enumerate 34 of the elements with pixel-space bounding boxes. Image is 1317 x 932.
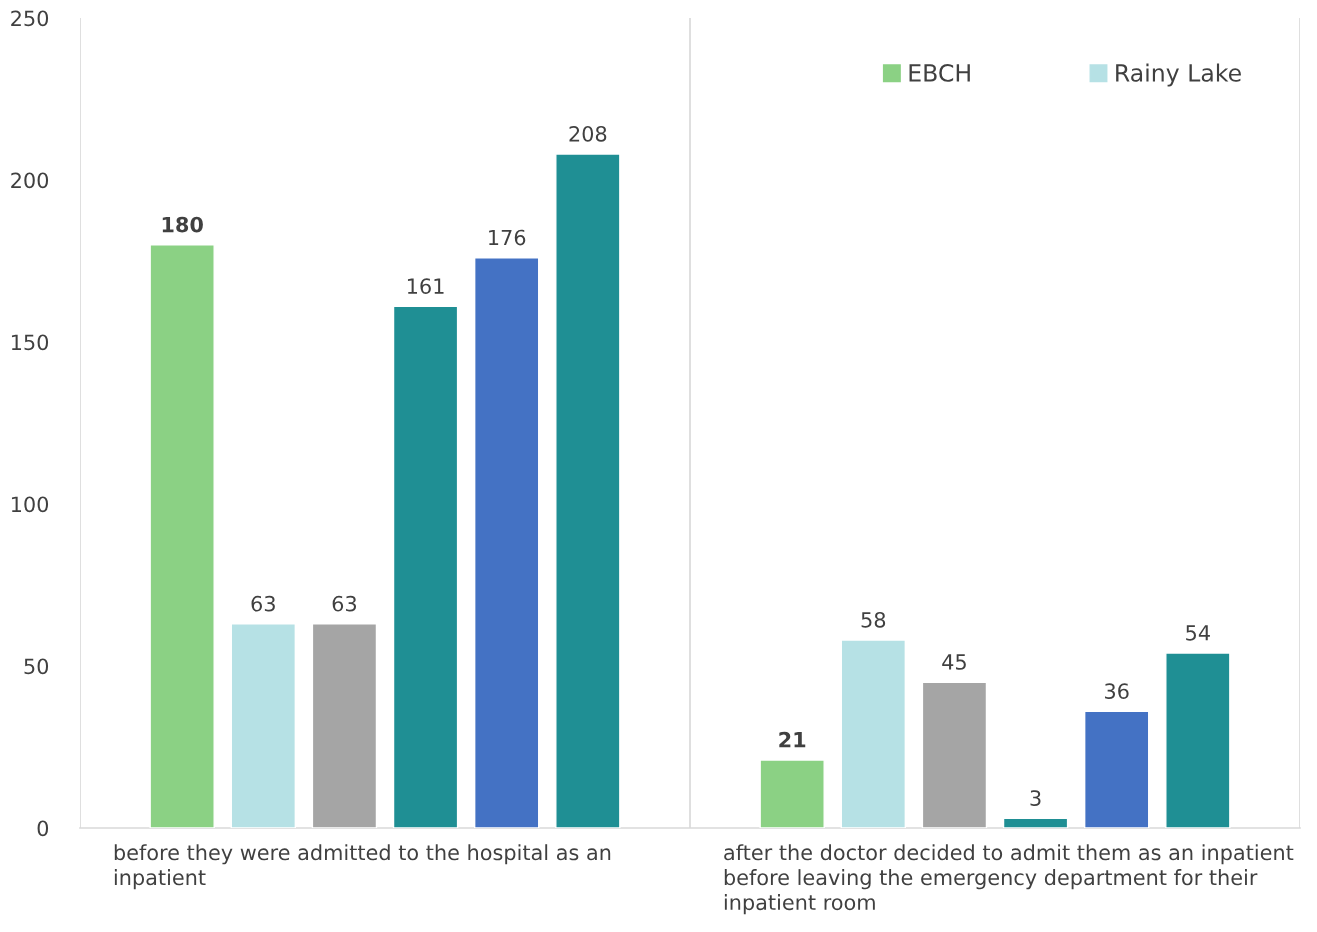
bar <box>230 623 297 828</box>
data-label: 161 <box>407 278 444 294</box>
legend-label: Rainy Lake <box>1116 63 1241 87</box>
bar <box>311 623 378 828</box>
y-tick-label: 0 <box>37 820 49 837</box>
y-tick-label: 50 <box>24 658 49 675</box>
data-label: 63 <box>332 595 357 612</box>
data-label: 208 <box>569 125 607 142</box>
y-tick-label: 100 <box>11 496 49 513</box>
data-label: 3 <box>1030 790 1041 806</box>
data-label: 180 <box>162 216 203 233</box>
data-label: 45 <box>942 654 966 670</box>
data-label: 58 <box>861 611 886 628</box>
bar <box>1165 652 1231 828</box>
bar <box>555 153 621 828</box>
x-tick-label: before they were admitted to the hospital as an inpatient <box>114 844 611 890</box>
data-label: 21 <box>779 731 806 748</box>
data-label: 36 <box>1105 683 1129 699</box>
bar <box>1002 817 1069 828</box>
bar <box>473 257 540 828</box>
data-label: 176 <box>489 229 526 246</box>
bar <box>921 681 988 828</box>
y-tick-label: 200 <box>11 172 49 189</box>
legend-label: EBCH <box>909 63 970 82</box>
data-label: 63 <box>251 595 275 612</box>
bar <box>149 244 215 828</box>
bar <box>392 305 459 828</box>
bar <box>759 759 825 828</box>
bar <box>1083 710 1150 828</box>
bar <box>840 639 907 828</box>
y-tick-label: 250 <box>11 10 49 27</box>
x-tick-label: after the doctor decided to admit them as an inpatient before leaving the emergency department for their inpatient room <box>724 844 1294 915</box>
y-tick-label: 150 <box>11 334 49 351</box>
data-label: 54 <box>1186 625 1210 641</box>
